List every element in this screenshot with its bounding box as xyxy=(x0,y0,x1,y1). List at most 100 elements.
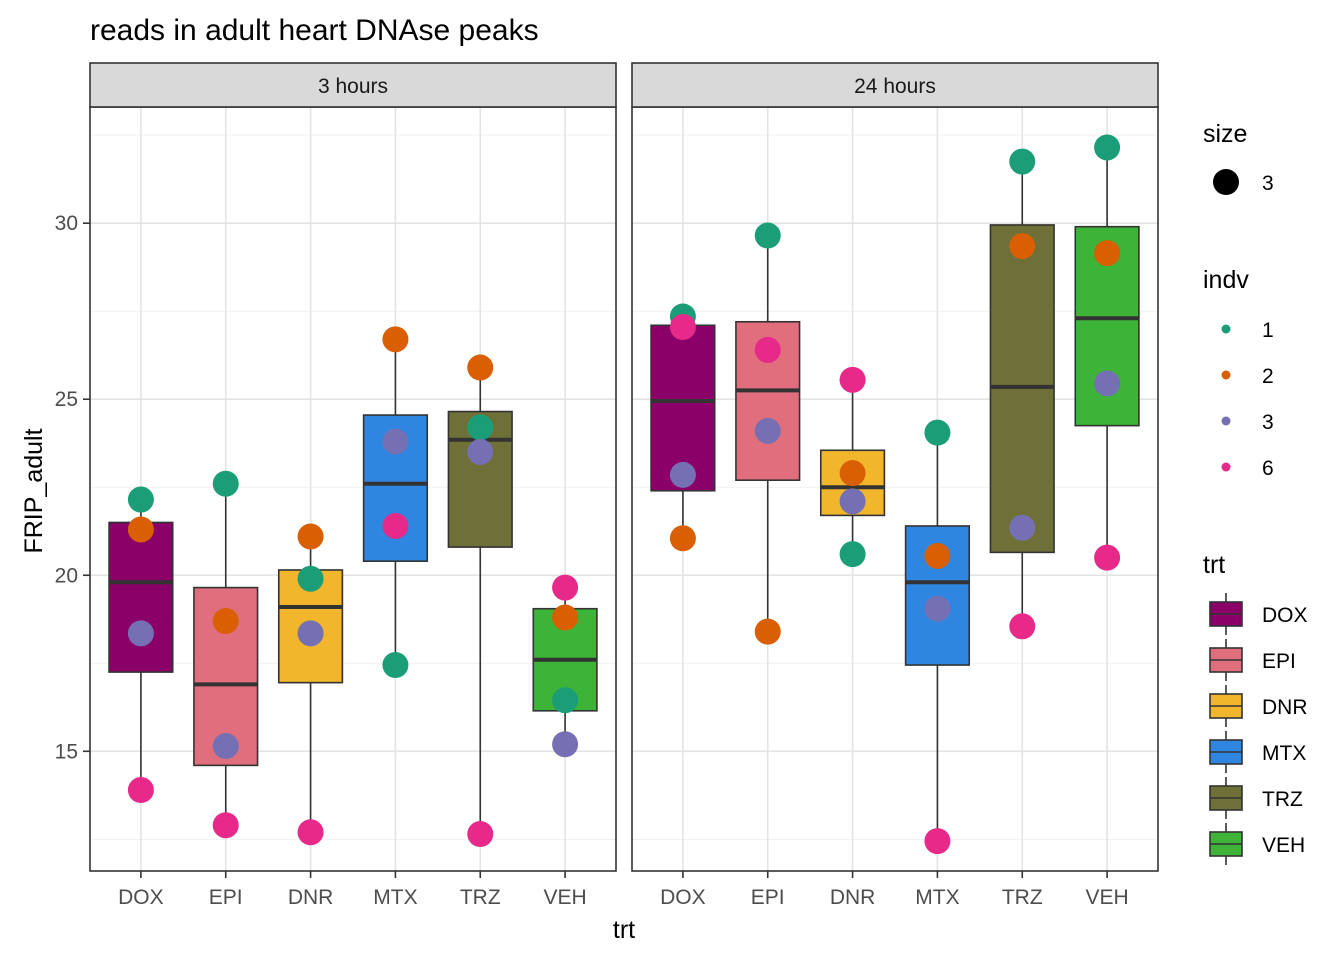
legend-indv-title: indv xyxy=(1203,266,1249,294)
legend-trt-title: trt xyxy=(1203,551,1225,579)
legend-trt-label: VEH xyxy=(1262,834,1305,857)
data-point xyxy=(552,687,579,714)
data-point xyxy=(1009,514,1036,541)
data-point xyxy=(924,419,951,446)
data-point xyxy=(467,821,494,848)
data-point xyxy=(1009,233,1036,260)
data-point xyxy=(839,366,866,393)
legend-indv-label: 6 xyxy=(1262,457,1274,480)
y-tick-label: 20 xyxy=(55,564,78,587)
data-point xyxy=(839,541,866,568)
data-point xyxy=(382,428,409,455)
legend-trt-item: EPI xyxy=(1209,639,1296,681)
legend-indv-key xyxy=(1221,416,1231,426)
legend-trt-item: MTX xyxy=(1209,731,1306,773)
box-body xyxy=(650,324,716,492)
panel-background xyxy=(632,107,1158,871)
data-point xyxy=(1009,613,1036,640)
legend-indv-label: 3 xyxy=(1262,411,1274,434)
plot-area: 3 hours DOX EPI DNR MTX TRZ VEH 24 hours DOX EPI D… xyxy=(55,62,1159,909)
data-point xyxy=(754,222,781,249)
x-tick-label: TRZ xyxy=(460,886,501,909)
facet-strip xyxy=(89,62,617,108)
x-tick-label: EPI xyxy=(751,886,785,909)
x-tick-label: EPI xyxy=(209,886,243,909)
data-point xyxy=(754,417,781,444)
legend-size-title: size xyxy=(1203,120,1247,148)
y-tick-label: 15 xyxy=(55,740,78,763)
data-point xyxy=(1094,544,1121,571)
legend-indv-label: 2 xyxy=(1262,365,1274,388)
legend-trt-label: DOX xyxy=(1262,604,1308,627)
legend-trt-label: EPI xyxy=(1262,650,1296,673)
data-point xyxy=(382,652,409,679)
y-axis-title: FRIP_adult xyxy=(20,428,48,553)
data-point xyxy=(552,604,579,631)
data-point xyxy=(467,439,494,466)
box-dox xyxy=(650,316,716,539)
data-point xyxy=(297,565,324,592)
data-point xyxy=(467,414,494,441)
legend-trt-label: MTX xyxy=(1262,742,1306,765)
y-tick-label: 30 xyxy=(55,212,78,235)
data-point xyxy=(839,460,866,487)
data-point xyxy=(297,819,324,846)
legend: size 3 indv 1 2 3 6 trt DOX EPI DNR MTX TRZ VEH xyxy=(1203,120,1308,865)
legend-trt-label: DNR xyxy=(1262,696,1308,719)
data-point xyxy=(212,733,239,760)
legend-trt-item: DNR xyxy=(1209,685,1308,727)
data-point xyxy=(382,512,409,539)
data-point xyxy=(127,620,154,647)
facet-strip xyxy=(631,62,1159,108)
x-tick-label: DOX xyxy=(118,886,164,909)
facet-panel: 3 hours DOX EPI DNR MTX TRZ VEH xyxy=(89,62,617,909)
x-tick-label: MTX xyxy=(373,886,417,909)
x-tick-label: VEH xyxy=(544,886,587,909)
x-tick-label: DOX xyxy=(660,886,706,909)
legend-trt-item: TRZ xyxy=(1209,777,1303,819)
box-body xyxy=(108,521,174,673)
facet-panel: 24 hours DOX EPI DNR MTX TRZ VEH xyxy=(631,62,1159,909)
data-point xyxy=(552,731,579,758)
data-point xyxy=(754,618,781,645)
legend-size-label: 3 xyxy=(1262,172,1274,195)
x-tick-label: MTX xyxy=(915,886,959,909)
legend-indv-key xyxy=(1221,370,1231,380)
data-point xyxy=(212,470,239,497)
data-point xyxy=(924,542,951,569)
x-axis-title: trt xyxy=(613,916,635,944)
facet-strip-label: 24 hours xyxy=(854,75,936,98)
data-point xyxy=(924,828,951,855)
data-point xyxy=(1094,370,1121,397)
data-point xyxy=(297,620,324,647)
data-point xyxy=(382,326,409,353)
data-point xyxy=(212,812,239,839)
data-point xyxy=(127,516,154,543)
data-point xyxy=(669,461,696,488)
data-point xyxy=(552,574,579,601)
legend-trt-item: VEH xyxy=(1209,823,1305,865)
legend-trt-item: DOX xyxy=(1209,593,1308,635)
data-point xyxy=(839,488,866,515)
data-point xyxy=(127,777,154,804)
x-tick-label: VEH xyxy=(1086,886,1129,909)
data-point xyxy=(297,523,324,550)
data-point xyxy=(212,608,239,635)
box-dox xyxy=(108,499,174,791)
legend-indv-label: 1 xyxy=(1262,319,1274,342)
x-tick-label: TRZ xyxy=(1002,886,1043,909)
data-point xyxy=(924,595,951,622)
data-point xyxy=(127,486,154,513)
legend-indv-key xyxy=(1221,324,1231,334)
data-point xyxy=(467,354,494,381)
data-point xyxy=(1094,134,1121,161)
legend-trt-label: TRZ xyxy=(1262,788,1303,811)
data-point xyxy=(1094,240,1121,267)
facet-strip-label: 3 hours xyxy=(318,75,388,98)
y-tick-label: 25 xyxy=(55,388,78,411)
panel-background xyxy=(90,107,616,871)
legend-size-key xyxy=(1213,169,1239,195)
data-point xyxy=(754,336,781,363)
x-tick-label: DNR xyxy=(288,886,334,909)
